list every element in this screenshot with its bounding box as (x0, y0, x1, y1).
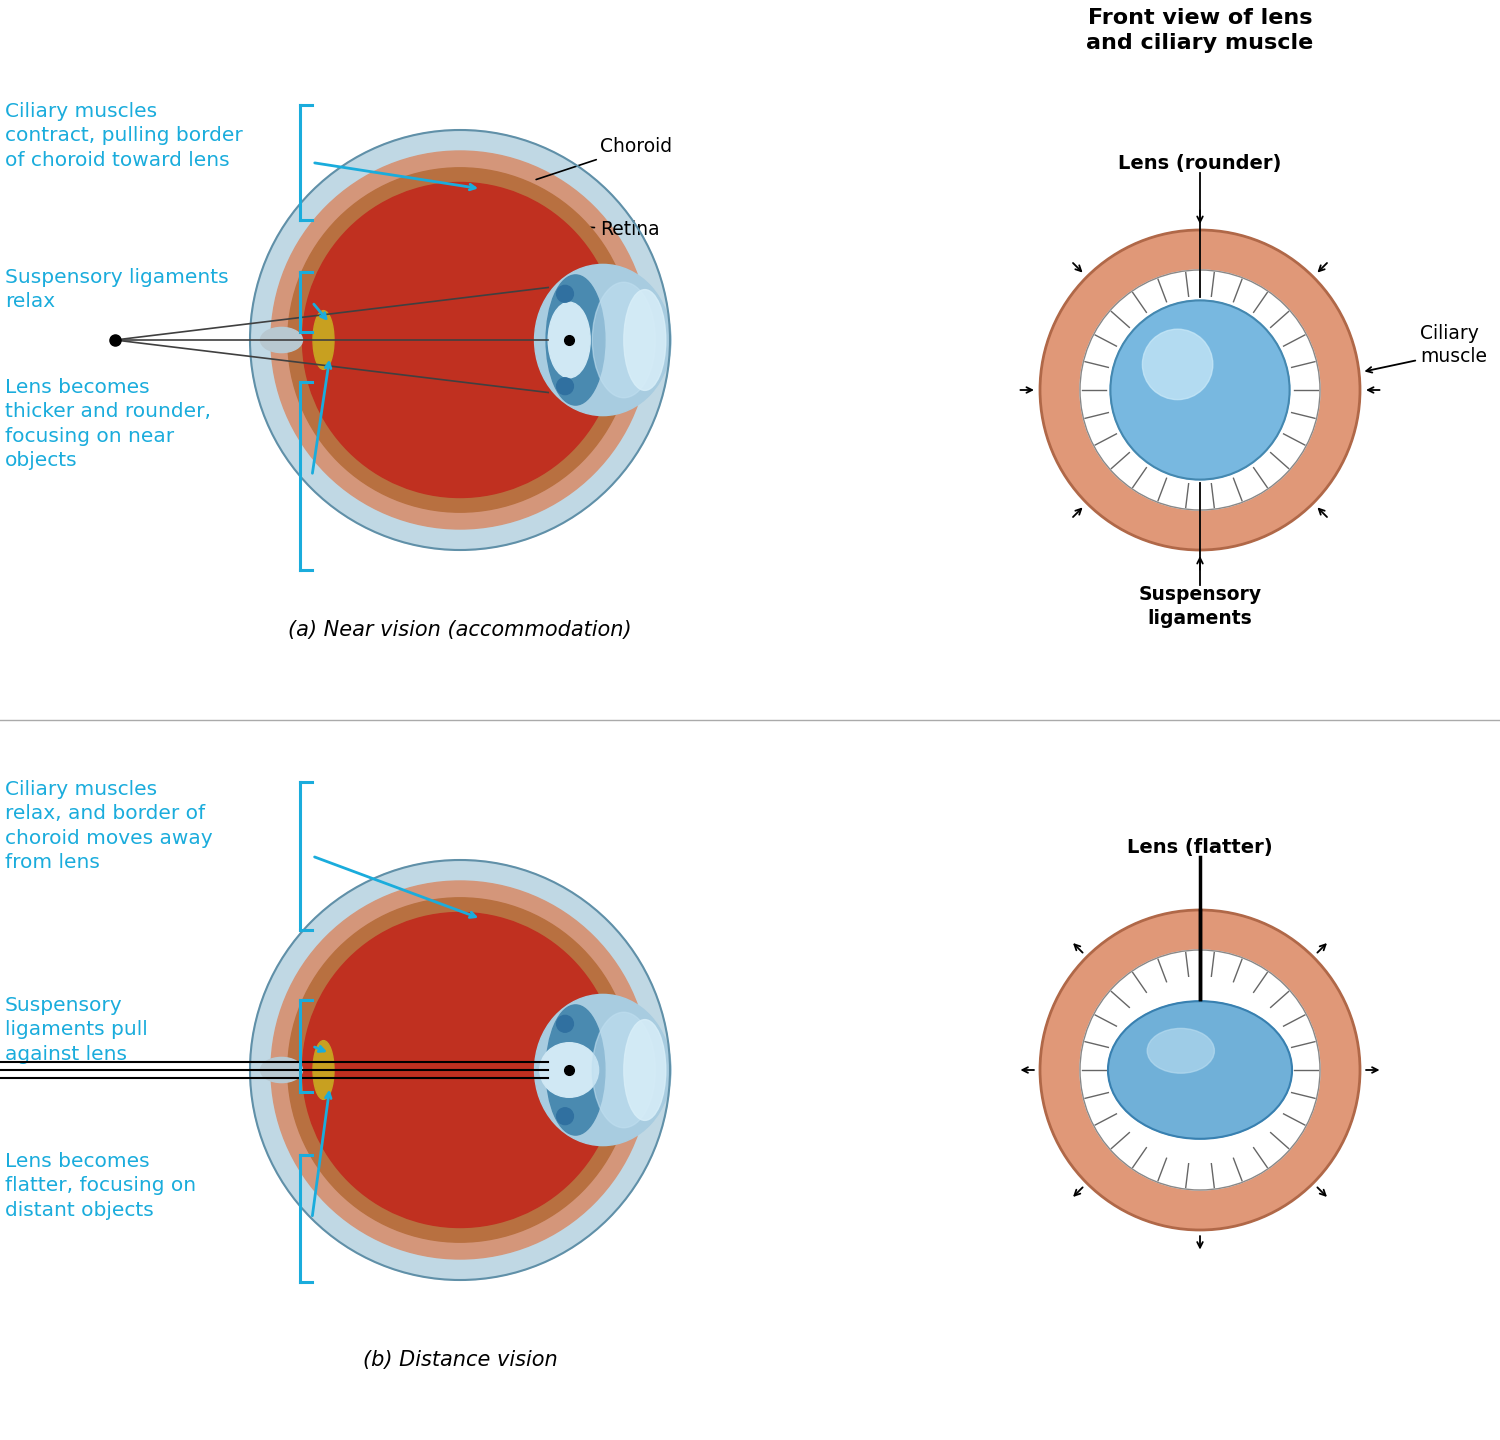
Circle shape (288, 168, 632, 513)
Text: Front view of lens
and ciliary muscle: Front view of lens and ciliary muscle (1086, 9, 1314, 53)
Circle shape (251, 130, 671, 550)
Ellipse shape (546, 1005, 604, 1135)
Text: Lens becomes
flatter, focusing on
distant objects: Lens becomes flatter, focusing on distan… (4, 1152, 196, 1220)
Text: (a) Near vision (accommodation): (a) Near vision (accommodation) (288, 621, 632, 639)
Text: Suspensory
ligaments: Suspensory ligaments (1138, 585, 1262, 628)
Ellipse shape (314, 311, 334, 370)
Ellipse shape (1148, 1028, 1215, 1073)
Ellipse shape (624, 289, 666, 390)
Circle shape (556, 285, 573, 302)
Text: Lens (rounder): Lens (rounder) (1119, 154, 1281, 173)
Text: Lens becomes
thicker and rounder,
focusing on near
objects: Lens becomes thicker and rounder, focusi… (4, 377, 211, 469)
Circle shape (1040, 910, 1360, 1230)
Ellipse shape (261, 1057, 303, 1083)
Circle shape (272, 881, 650, 1259)
Circle shape (288, 897, 632, 1243)
Text: Ciliary muscles
contract, pulling border
of choroid toward lens: Ciliary muscles contract, pulling border… (4, 102, 243, 170)
Text: Lens (flatter): Lens (flatter) (1126, 838, 1274, 857)
Ellipse shape (314, 1041, 334, 1099)
Ellipse shape (592, 1012, 656, 1128)
Ellipse shape (624, 1020, 666, 1120)
Text: Ciliary muscles
relax, and border of
choroid moves away
from lens: Ciliary muscles relax, and border of cho… (4, 780, 213, 871)
Circle shape (556, 1015, 573, 1032)
Circle shape (1143, 330, 1214, 400)
Text: Ciliary
muscle: Ciliary muscle (1420, 324, 1486, 366)
Circle shape (251, 860, 671, 1280)
Ellipse shape (592, 282, 656, 397)
Text: (b) Distance vision: (b) Distance vision (363, 1351, 558, 1369)
Ellipse shape (540, 1043, 598, 1097)
Text: Choroid: Choroid (536, 137, 672, 180)
Circle shape (303, 913, 618, 1227)
Text: Suspensory
ligaments pull
against lens: Suspensory ligaments pull against lens (4, 996, 147, 1064)
Circle shape (1040, 230, 1360, 550)
Text: Suspensory ligaments
relax: Suspensory ligaments relax (4, 268, 228, 311)
Ellipse shape (1108, 1001, 1292, 1139)
Circle shape (1080, 950, 1320, 1189)
Circle shape (1080, 271, 1320, 510)
Ellipse shape (534, 265, 670, 416)
Circle shape (556, 377, 573, 395)
Text: Retina: Retina (543, 220, 660, 239)
Ellipse shape (261, 327, 303, 353)
Circle shape (272, 151, 650, 528)
Circle shape (556, 1107, 573, 1125)
Circle shape (1110, 301, 1290, 480)
Ellipse shape (534, 995, 670, 1146)
Ellipse shape (546, 275, 604, 405)
Circle shape (303, 183, 618, 497)
Ellipse shape (548, 302, 590, 377)
